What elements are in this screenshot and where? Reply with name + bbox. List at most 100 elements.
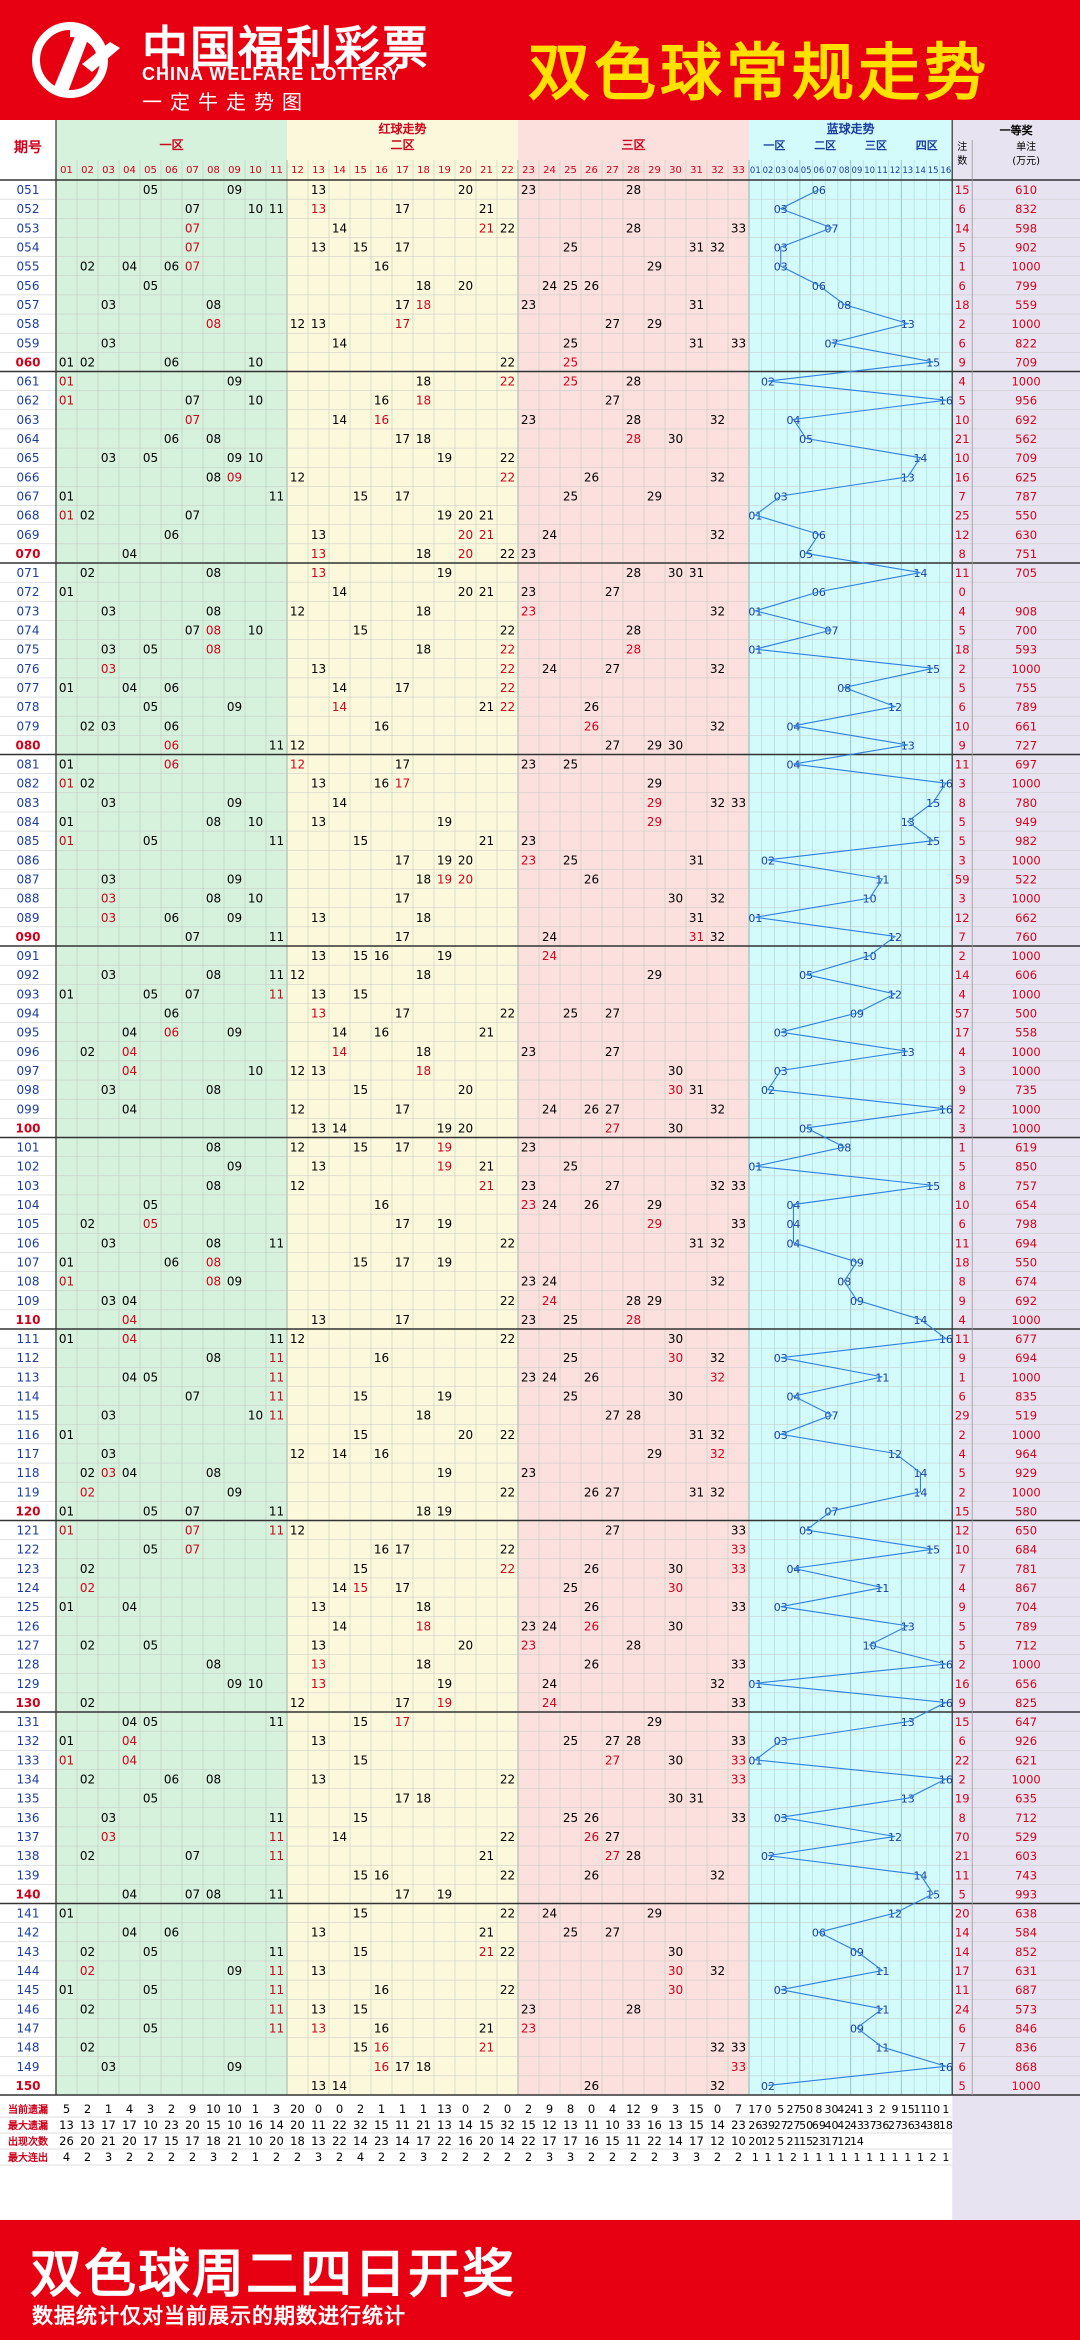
red-ball-number: 11 — [269, 987, 284, 1001]
stat-blue-value: 50 — [799, 2103, 813, 2116]
red-ball-number: 22 — [500, 1485, 515, 1499]
stat-red-value: 11 — [626, 2134, 641, 2148]
stat-red-value: 3 — [693, 2150, 700, 2164]
period-label: 076 — [17, 662, 40, 676]
red-ball-number: 32 — [710, 528, 725, 542]
red-ball-number: 03 — [101, 1409, 116, 1423]
red-ball-number: 08 — [206, 1236, 221, 1250]
red-ball-number: 13 — [311, 183, 326, 197]
red-ball-number: 26 — [584, 1658, 599, 1672]
red-ball-number: 11 — [269, 738, 284, 752]
stat-red-value: 3 — [315, 2150, 322, 2164]
blue-ball-number: 08 — [837, 1276, 851, 1289]
red-ball-number: 03 — [101, 604, 116, 618]
prize-amount-value: 850 — [1015, 1160, 1037, 1174]
red-ball-number: 21 — [479, 1849, 494, 1863]
red-ball-number: 04 — [122, 1313, 137, 1327]
period-label: 060 — [15, 355, 40, 369]
red-ball-number: 18 — [416, 911, 431, 925]
red-ball-number: 11 — [269, 1811, 284, 1825]
red-ball-number: 10 — [248, 1409, 263, 1423]
prize-count-value: 25 — [955, 509, 970, 523]
period-label: 074 — [17, 624, 40, 638]
red-ball-number: 09 — [227, 1677, 242, 1691]
prize-count-value: 7 — [959, 1562, 966, 1576]
red-ball-number: 31 — [689, 911, 704, 925]
red-ball-number: 06 — [164, 1773, 179, 1787]
blue-ball-number: 02 — [761, 1084, 775, 1097]
red-ball-number: 18 — [416, 1792, 431, 1806]
prize-amount-value: 1000 — [1011, 949, 1040, 963]
stat-red-value: 16 — [248, 2118, 263, 2132]
red-ball-number: 22 — [500, 624, 515, 638]
red-ball-number: 21 — [479, 1926, 494, 1940]
red-ball-number: 22 — [500, 1830, 515, 1844]
stat-blue-value: 36 — [901, 2119, 915, 2132]
prize-amount-value: 929 — [1015, 1466, 1037, 1480]
red-ball-number: 07 — [185, 1504, 200, 1518]
blue-ball-number: 03 — [774, 1027, 788, 1040]
period-label: 057 — [17, 298, 40, 312]
red-ball-number: 15 — [353, 1390, 368, 1404]
page-title: 双色球常规走势 — [527, 36, 990, 109]
stat-blue-value: 12 — [761, 2135, 775, 2148]
red-ball-number: 23 — [521, 1198, 536, 1212]
red-ball-number: 33 — [731, 1734, 746, 1748]
red-ball-number: 23 — [521, 1045, 536, 1059]
stat-red-value: 33 — [626, 2118, 641, 2132]
red-number-header: 15 — [354, 165, 367, 176]
period-label: 101 — [17, 1141, 40, 1155]
red-ball-number: 14 — [332, 2079, 347, 2093]
prize-amount-value: 709 — [1015, 451, 1037, 465]
red-zone-header: 三区 — [621, 138, 645, 152]
period-label: 149 — [17, 2060, 40, 2074]
red-ball-number: 05 — [143, 1945, 158, 1959]
red-ball-number: 29 — [647, 738, 662, 752]
red-ball-number: 15 — [353, 1811, 368, 1825]
blue-ball-number: 03 — [774, 1984, 788, 1997]
red-ball-number: 07 — [185, 202, 200, 216]
prize-amount-value: 712 — [1015, 1811, 1037, 1825]
red-ball-number: 03 — [101, 719, 116, 733]
red-ball-number: 19 — [437, 1677, 452, 1691]
prize-amount-value: 562 — [1015, 432, 1037, 446]
period-label: 096 — [17, 1045, 40, 1059]
red-ball-number: 05 — [143, 1198, 158, 1212]
blue-ball-number: 06 — [812, 586, 826, 599]
red-ball-number: 24 — [542, 1677, 557, 1691]
period-label: 067 — [17, 489, 40, 503]
period-label: 066 — [17, 470, 40, 484]
red-ball-number: 32 — [710, 892, 725, 906]
red-ball-number: 09 — [227, 1485, 242, 1499]
red-ball-number: 02 — [80, 1485, 95, 1499]
red-ball-number: 14 — [332, 413, 347, 427]
red-ball-number: 13 — [311, 815, 326, 829]
red-ball-number: 29 — [647, 796, 662, 810]
red-ball-number: 13 — [311, 1773, 326, 1787]
red-ball-number: 22 — [500, 451, 515, 465]
red-zone-3-bg — [518, 120, 749, 2095]
blue-ball-number: 04 — [786, 1237, 800, 1250]
stat-red-value: 10 — [731, 2134, 746, 2148]
period-label: 147 — [17, 2021, 40, 2035]
red-ball-number: 14 — [332, 700, 347, 714]
red-ball-number: 27 — [605, 662, 620, 676]
red-ball-number: 07 — [185, 1887, 200, 1901]
prize-amount-value: 926 — [1015, 1734, 1037, 1748]
red-ball-number: 14 — [332, 221, 347, 235]
blue-ball-number: 12 — [888, 1831, 902, 1844]
prize-amount-value: 798 — [1015, 1217, 1037, 1231]
period-label: 095 — [17, 1026, 40, 1040]
red-ball-number: 30 — [668, 1121, 683, 1135]
prize-count-value: 2 — [959, 1658, 966, 1672]
red-ball-number: 11 — [269, 1715, 284, 1729]
prize-amount-value: 1000 — [1011, 260, 1040, 274]
red-ball-number: 13 — [311, 1600, 326, 1614]
period-label: 141 — [17, 1907, 40, 1921]
red-ball-number: 04 — [122, 1064, 137, 1078]
red-ball-number: 30 — [668, 738, 683, 752]
period-label: 121 — [17, 1524, 40, 1538]
red-ball-number: 13 — [311, 949, 326, 963]
red-ball-number: 10 — [248, 1677, 263, 1691]
prize-amount-value: 522 — [1015, 872, 1037, 886]
